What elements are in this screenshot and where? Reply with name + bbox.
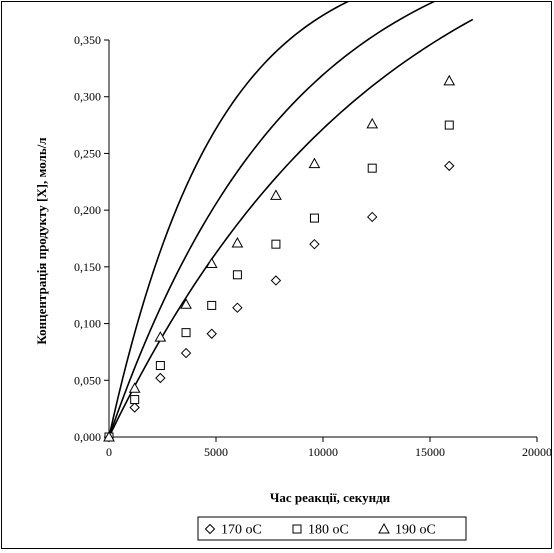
data-point-square	[130, 395, 140, 405]
legend-box	[197, 516, 467, 541]
legend-label: 170 oC	[221, 523, 262, 538]
y-tick-label: 0,250	[74, 146, 101, 160]
y-tick-label: 0,050	[74, 373, 101, 387]
axes: 0,000 0,050 0,100 0,150 0,200 0,250 0,300 0,350…	[74, 33, 552, 459]
y-tick-label: 0,150	[74, 260, 101, 274]
data-point-triangle	[103, 430, 115, 442]
data-point-square	[207, 300, 217, 310]
trendlines	[108, 2, 474, 438]
x-tick-label: 20000	[522, 445, 552, 459]
data-point-triangle	[270, 189, 282, 200]
data-point-triangle	[231, 237, 244, 248]
data-point-diamond	[129, 402, 140, 413]
data-point-square	[309, 213, 319, 223]
x-tick-label: 5000	[204, 445, 228, 459]
trendline-170-oC	[108, 18, 474, 438]
x-tick-label: 10000	[308, 445, 338, 459]
trendline-180-oC	[108, 2, 435, 438]
data-point-diamond	[444, 160, 455, 172]
data-point-triangle	[308, 157, 321, 169]
data-point-triangle	[128, 382, 141, 393]
data-point-diamond	[180, 347, 192, 359]
x-axis-title: Час реакції, секунди	[270, 490, 391, 505]
trendline-190-oC	[108, 2, 349, 438]
legend-marker-diamond	[204, 523, 216, 535]
x-tick-label: 0	[106, 445, 112, 459]
legend-marker-triangle	[378, 522, 390, 534]
data-point-square	[155, 361, 165, 371]
legend-marker-square	[292, 524, 302, 534]
data-point-triangle	[366, 117, 379, 129]
y-axis-title: Концентрація продукту [X], моль/л	[34, 137, 49, 344]
y-tick-label: 0,300	[74, 90, 101, 104]
data-point-square	[444, 120, 454, 130]
data-point-triangle	[154, 331, 167, 342]
legend-label: 180 oC	[308, 523, 349, 538]
data-point-triangle	[205, 257, 218, 268]
data-point-triangle	[180, 298, 192, 309]
data-points	[103, 74, 456, 443]
y-tick-label: 0,000	[74, 430, 101, 444]
legend: 170 oC 180 oC 190 oC	[197, 516, 467, 541]
y-tick-label: 0,350	[74, 33, 101, 47]
data-point-diamond	[309, 238, 320, 250]
legend-label: 190 oC	[395, 523, 436, 538]
data-point-square	[181, 328, 191, 338]
data-point-diamond	[206, 328, 217, 339]
data-point-triangle	[443, 74, 456, 86]
data-point-diamond	[232, 302, 243, 313]
x-tick-label: 15000	[415, 445, 445, 459]
y-tick-label: 0,200	[74, 203, 101, 217]
data-point-square	[271, 239, 281, 249]
data-point-diamond	[270, 275, 282, 286]
data-point-square	[367, 163, 377, 173]
y-tick-label: 0,100	[74, 317, 101, 331]
data-point-diamond	[367, 211, 378, 223]
data-point-diamond	[155, 372, 166, 384]
data-point-square	[232, 270, 242, 280]
